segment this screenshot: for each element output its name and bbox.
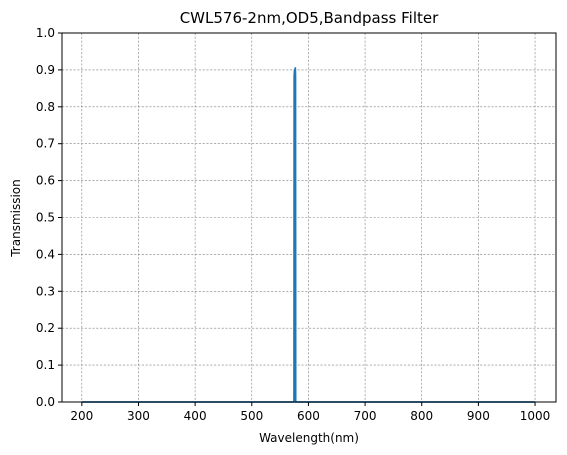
x-tick-label: 1000 [520, 409, 551, 423]
plot-frame [61, 32, 557, 403]
x-tick-label: 900 [467, 409, 490, 423]
y-tick-label: 1.0 [36, 26, 55, 40]
x-tick-label: 300 [127, 409, 150, 423]
y-axis-label: Transmission [9, 179, 23, 258]
y-tick-label: 0.1 [36, 358, 55, 372]
chart-title: CWL576-2nm,OD5,Bandpass Filter [180, 9, 439, 27]
y-tick-label: 0.6 [36, 174, 55, 188]
x-tick-label: 200 [70, 409, 93, 423]
grid-lines [62, 32, 556, 403]
x-tick-label: 800 [410, 409, 433, 423]
x-axis-label: Wavelength(nm) [259, 431, 359, 445]
y-tick-label: 0.5 [36, 211, 55, 225]
y-tick-label: 0.3 [36, 284, 55, 298]
y-tick-label: 0.2 [36, 321, 55, 335]
ticks-layer: 200 300 400 500 600 700 800 900 1000 0.0 0.1 0.2 0.3… [36, 26, 550, 423]
y-tick-label: 0.0 [36, 395, 55, 409]
y-tick-label: 0.4 [36, 247, 55, 261]
x-tick-label: 600 [297, 409, 320, 423]
y-tick-label: 0.8 [36, 100, 55, 114]
x-tick-label: 700 [354, 409, 377, 423]
y-tick-label: 0.7 [36, 137, 55, 151]
x-tick-label: 400 [184, 409, 207, 423]
x-tick-label: 500 [240, 409, 263, 423]
y-tick-label: 0.9 [36, 63, 55, 77]
